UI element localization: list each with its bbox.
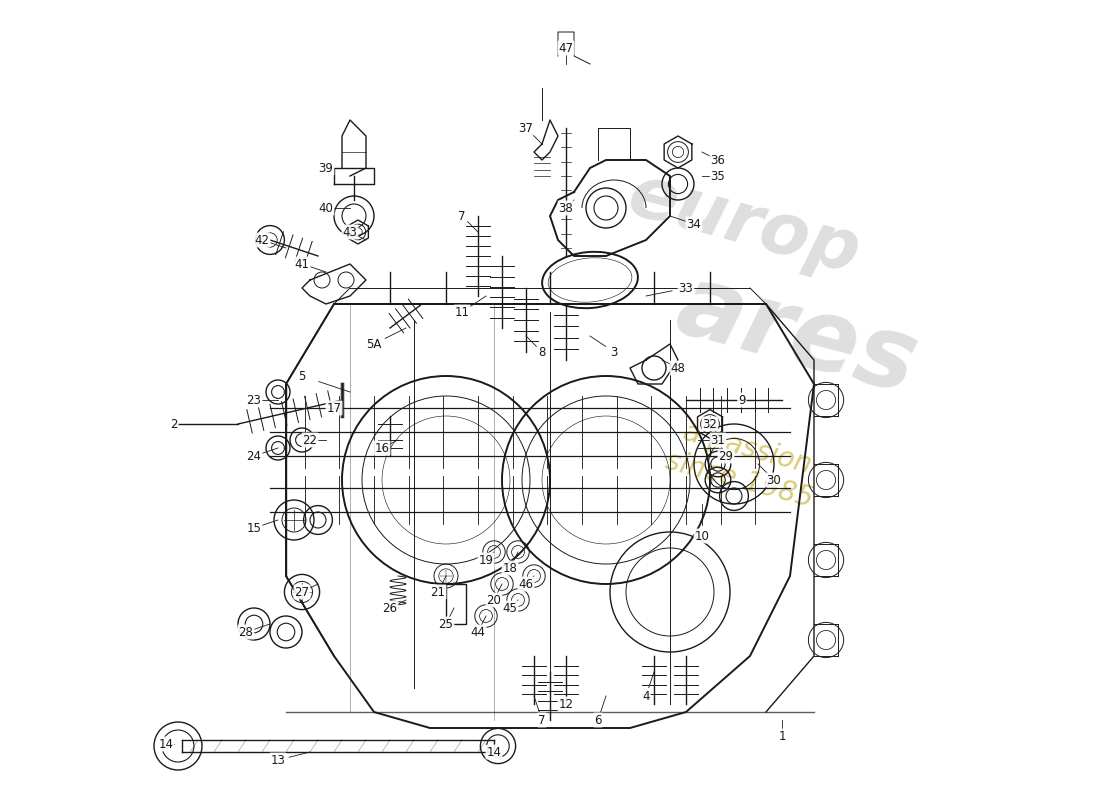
Text: 21: 21 (430, 586, 446, 598)
Text: 34: 34 (686, 218, 702, 230)
Text: 24: 24 (246, 450, 262, 462)
Text: 30: 30 (767, 474, 781, 486)
Text: 32: 32 (703, 418, 717, 430)
Text: 4: 4 (642, 690, 650, 702)
Text: 25: 25 (439, 618, 453, 630)
Text: 29: 29 (718, 450, 734, 462)
Text: 10: 10 (694, 530, 710, 542)
Text: 17: 17 (327, 402, 341, 414)
Text: 14: 14 (158, 738, 174, 750)
Text: 42: 42 (254, 234, 270, 246)
Text: 41: 41 (295, 258, 309, 270)
Text: 6: 6 (594, 714, 602, 726)
Text: 3: 3 (610, 346, 618, 358)
Text: 14: 14 (486, 746, 502, 758)
Text: 45: 45 (503, 602, 517, 614)
Text: 44: 44 (471, 626, 485, 638)
Text: 33: 33 (679, 282, 693, 294)
Text: 36: 36 (711, 154, 725, 166)
Text: 16: 16 (374, 442, 389, 454)
Text: 48: 48 (671, 362, 685, 374)
Text: 39: 39 (319, 162, 333, 174)
Bar (446, 584, 466, 624)
Text: 35: 35 (711, 170, 725, 182)
Text: 43: 43 (342, 226, 358, 238)
Text: 18: 18 (503, 562, 517, 574)
Text: ares: ares (666, 258, 927, 414)
Text: 8: 8 (538, 346, 546, 358)
Text: 31: 31 (711, 434, 725, 446)
Text: 46: 46 (518, 578, 534, 590)
Text: 1: 1 (779, 730, 785, 742)
Text: 28: 28 (239, 626, 253, 638)
Text: 22: 22 (302, 434, 318, 446)
Text: 7: 7 (459, 210, 465, 222)
Text: 26: 26 (383, 602, 397, 614)
Text: 23: 23 (246, 394, 262, 406)
Text: 38: 38 (559, 202, 573, 214)
Text: 13: 13 (271, 754, 285, 766)
Text: 47: 47 (559, 42, 573, 54)
Text: 7: 7 (538, 714, 546, 726)
Text: 15: 15 (246, 522, 262, 534)
Text: 11: 11 (454, 306, 470, 318)
Text: europ: europ (620, 160, 867, 288)
Text: 2: 2 (170, 418, 178, 430)
Text: 19: 19 (478, 554, 494, 566)
Text: a passion
since 1985: a passion since 1985 (662, 415, 825, 513)
Text: 5: 5 (298, 370, 306, 382)
Text: 5A: 5A (366, 338, 382, 350)
Text: 40: 40 (319, 202, 333, 214)
Text: 9: 9 (738, 394, 746, 406)
Text: 12: 12 (559, 698, 573, 710)
Text: 27: 27 (295, 586, 309, 598)
Text: 37: 37 (518, 122, 534, 134)
Text: 20: 20 (486, 594, 502, 606)
